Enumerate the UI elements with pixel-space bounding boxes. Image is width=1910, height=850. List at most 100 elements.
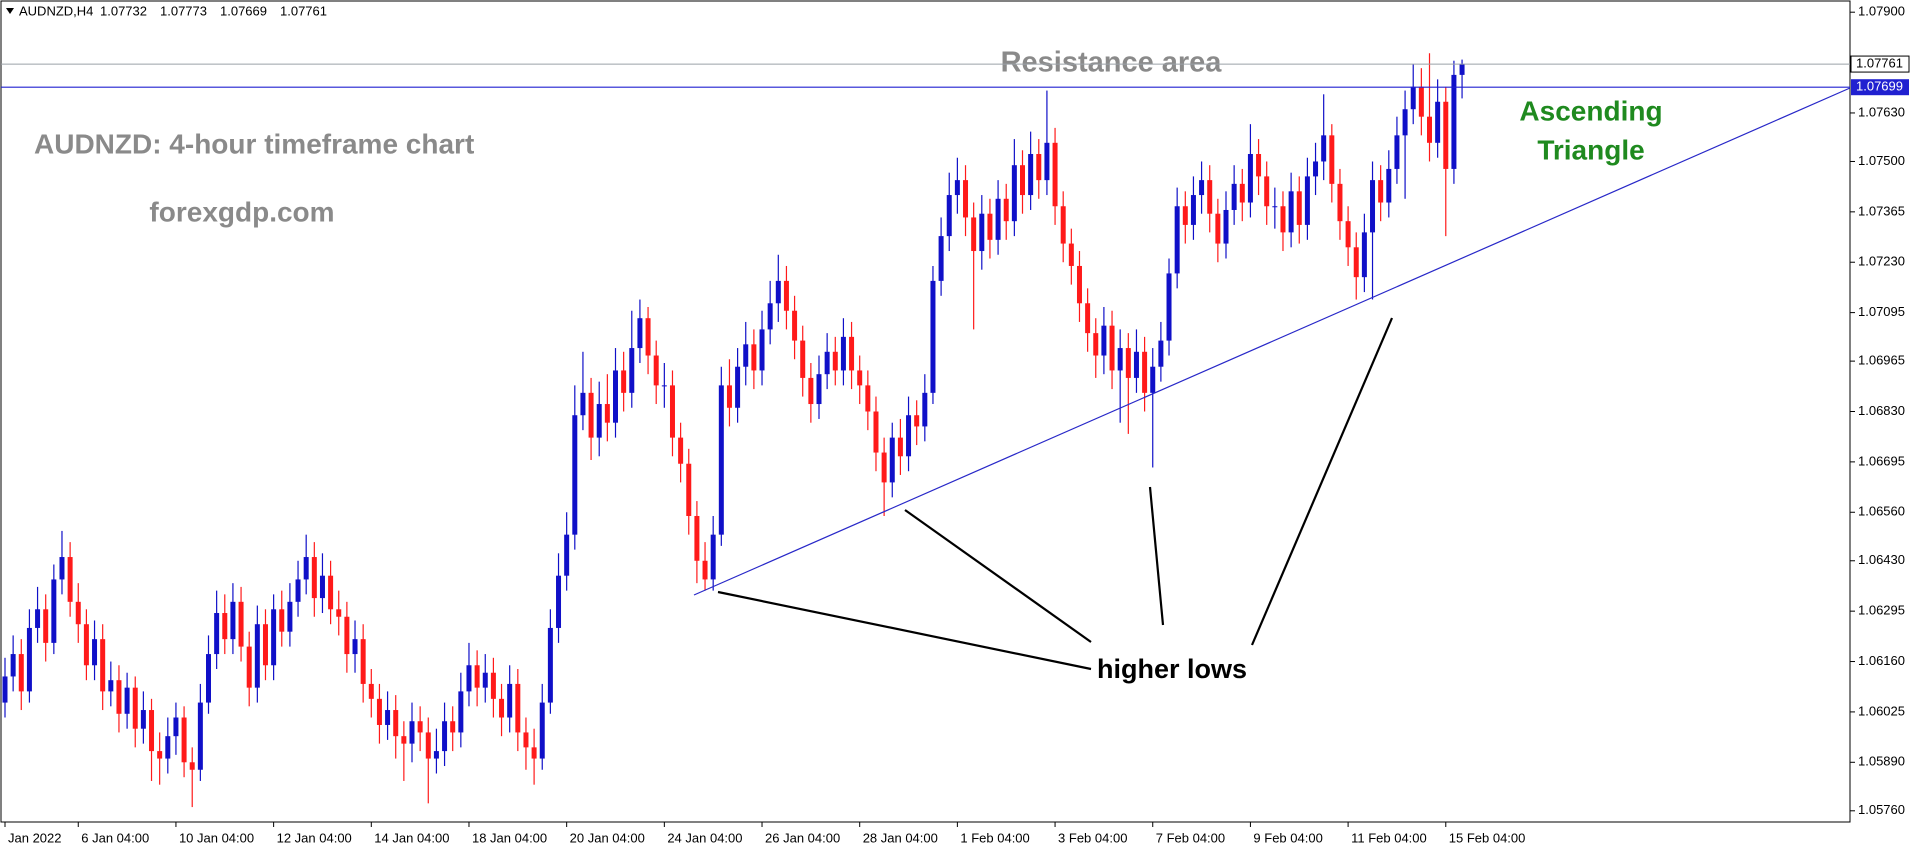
candle-body xyxy=(482,672,488,688)
y-tick-label: 1.06295 xyxy=(1858,603,1905,618)
candle-body xyxy=(678,437,684,464)
candle-body xyxy=(694,515,700,561)
candle-body xyxy=(808,377,814,405)
candle-body xyxy=(262,624,268,666)
candle-body xyxy=(271,609,277,666)
resistance-price-box xyxy=(1851,79,1909,96)
candle-body xyxy=(645,318,651,356)
candle-body xyxy=(718,385,724,535)
y-tick-label: 1.05760 xyxy=(1858,802,1905,817)
candle-body xyxy=(1386,168,1392,203)
candle-body xyxy=(588,392,594,438)
candle-body xyxy=(1451,74,1457,169)
candle-body xyxy=(100,639,106,692)
candle-body xyxy=(881,452,887,483)
candle-body xyxy=(849,336,855,371)
menu-icon xyxy=(6,8,14,14)
candle-body xyxy=(417,721,423,733)
candle-body xyxy=(906,415,912,457)
y-tick-label: 1.07095 xyxy=(1858,304,1905,319)
candle-body xyxy=(710,534,716,580)
candle-body xyxy=(1418,86,1424,117)
candle-body xyxy=(35,609,41,628)
candle-body xyxy=(857,370,863,386)
candle-body xyxy=(1435,101,1441,143)
candle-body xyxy=(409,721,415,744)
y-tick-label: 1.06430 xyxy=(1858,552,1905,567)
candle-body xyxy=(865,385,871,412)
candle-body xyxy=(1459,64,1465,75)
candle-body xyxy=(116,680,122,714)
candle-body xyxy=(824,351,830,375)
candle-body xyxy=(1101,325,1107,356)
candle-body xyxy=(629,348,635,393)
candle-body xyxy=(1133,351,1139,378)
candle-body xyxy=(1288,191,1294,233)
trend-line xyxy=(693,87,1851,596)
candle-body xyxy=(547,627,553,703)
candle-body xyxy=(816,374,822,405)
candle-body xyxy=(1410,86,1416,110)
higher-lows-label: higher lows xyxy=(1097,654,1247,684)
candle-body xyxy=(1166,273,1172,341)
candle-body xyxy=(51,579,57,643)
header-open: 1.07732 xyxy=(100,3,147,18)
candle-body xyxy=(450,721,456,733)
candle-body xyxy=(1370,180,1376,233)
candle-body xyxy=(1182,206,1188,225)
candle-body xyxy=(1256,154,1262,177)
candle-body xyxy=(442,721,448,752)
candle-body xyxy=(10,654,16,677)
candle-body xyxy=(783,280,789,311)
candle-body xyxy=(1190,195,1196,225)
candle-body xyxy=(43,609,49,643)
candle-body xyxy=(279,609,285,632)
candle-body xyxy=(523,732,529,748)
candle-body xyxy=(173,717,179,737)
candle-body xyxy=(1337,183,1343,222)
header-low: 1.07669 xyxy=(220,3,267,18)
candle-body xyxy=(197,702,203,770)
candle-body xyxy=(1036,154,1042,181)
x-tick-label: 15 Feb 04:00 xyxy=(1449,830,1526,845)
candle-body xyxy=(132,687,138,729)
candle-body xyxy=(328,575,334,610)
heading: AUDNZD: 4-hour timeframe chart xyxy=(34,128,474,159)
candle-body xyxy=(1068,243,1074,266)
pattern-label: Ascending xyxy=(1519,95,1662,126)
candle-body xyxy=(1313,161,1319,177)
candle-body xyxy=(938,236,944,281)
x-tick-label: 26 Jan 04:00 xyxy=(765,830,840,845)
candle-body xyxy=(889,437,895,483)
candle-body xyxy=(401,736,407,744)
candle-body xyxy=(336,609,342,617)
candle-body xyxy=(230,601,236,640)
y-tick-label: 1.06560 xyxy=(1858,504,1905,519)
candle-body xyxy=(922,392,928,427)
candle-body xyxy=(246,646,252,688)
candle-body xyxy=(254,624,260,688)
x-tick-label: 11 Feb 04:00 xyxy=(1351,830,1427,845)
candle-body xyxy=(1264,176,1270,207)
candle-body xyxy=(238,601,244,647)
x-tick-label: 20 Jan 04:00 xyxy=(570,830,645,845)
candle-body xyxy=(1044,142,1050,181)
candle-body xyxy=(2,676,8,703)
arrow-line xyxy=(717,590,1092,671)
candle-body xyxy=(1353,247,1359,278)
arrow-line xyxy=(904,509,1092,643)
candle-body xyxy=(344,616,350,655)
candle-body xyxy=(1304,176,1310,225)
candle-body xyxy=(1239,183,1245,203)
candle-body xyxy=(474,665,480,688)
candle-body xyxy=(1109,325,1115,371)
candle-body xyxy=(669,385,675,438)
candle-body xyxy=(751,344,757,371)
candle-body xyxy=(18,654,24,692)
x-tick-label: 18 Jan 04:00 xyxy=(472,830,547,845)
candle-body xyxy=(59,557,65,580)
candle-body xyxy=(376,698,382,725)
candle-body xyxy=(368,683,374,699)
candle-body xyxy=(963,180,969,218)
candle-body xyxy=(1378,180,1384,203)
